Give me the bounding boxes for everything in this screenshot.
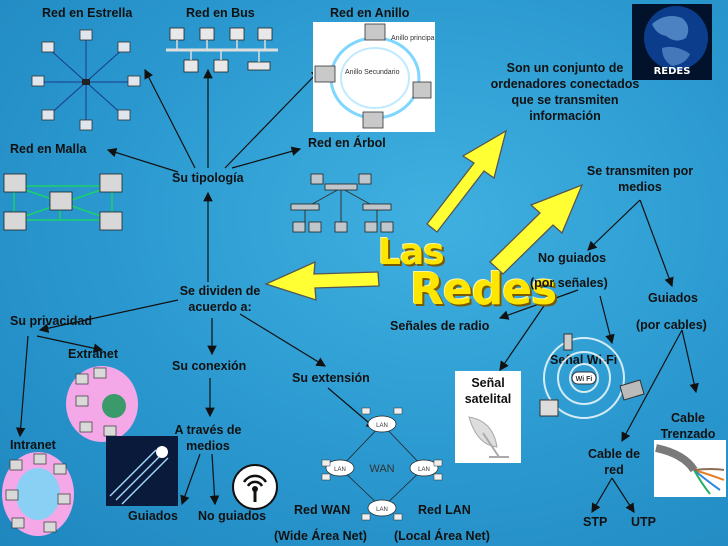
- tree-network-diagram: [290, 173, 394, 233]
- title-line2: Redes: [410, 264, 557, 315]
- wifi-illustration: Wi Fi: [539, 333, 645, 419]
- label-utp: UTP: [631, 515, 656, 529]
- label-guiados: Guiados: [648, 291, 699, 305]
- mesh-network-diagram: [3, 173, 123, 231]
- label-transmiten: Se transmiten por medios: [586, 164, 694, 194]
- label-bus: Red en Bus: [186, 6, 255, 20]
- label-a-traves-de-medios: A través de medios: [174, 423, 242, 453]
- twisted-cable-panel: [654, 440, 726, 497]
- arrow-to-transmiten: [489, 183, 584, 275]
- globe-icon: REDES: [632, 4, 712, 80]
- label-conexion-no-guiados: No guiados: [198, 509, 267, 523]
- label-satelital-1: Señal: [471, 376, 505, 390]
- label-wan-full: (Wide Área Net): [274, 529, 367, 543]
- label-conexion-guiados: Guiados: [128, 509, 179, 523]
- svg-text:Anillo Secundario: Anillo Secundario: [345, 69, 400, 76]
- label-lan-full: (Local Área Net): [394, 529, 490, 543]
- svg-text:Anillo principal: Anillo principal: [391, 35, 435, 42]
- ring-network-diagram: Anillo principal Anillo Secundario: [313, 22, 437, 132]
- label-red-wan: Red WAN: [294, 503, 351, 517]
- label-extranet: Extranet: [68, 347, 119, 361]
- label-tipologia: Su tipología: [172, 171, 244, 185]
- label-cable-red: Cable de red: [587, 447, 641, 477]
- label-dividen: Se dividen de acuerdo a:: [179, 284, 261, 314]
- svg-text:LAN: LAN: [418, 467, 430, 473]
- arrow-to-definition: [426, 129, 508, 233]
- bus-network-diagram: [166, 27, 278, 73]
- label-estrella: Red en Estrella: [42, 6, 133, 20]
- title-line1: Las: [378, 232, 445, 273]
- satellite-panel: Señal satelital: [455, 371, 521, 463]
- star-network-diagram: [31, 29, 141, 131]
- svg-text:Wi Fi: Wi Fi: [576, 376, 593, 383]
- svg-text:LAN: LAN: [376, 423, 388, 429]
- label-satelital-2: satelital: [464, 392, 512, 406]
- label-cable-trenzado: Cable Trenzado: [660, 411, 716, 441]
- label-anillo: Red en Anillo: [330, 6, 410, 20]
- label-por-cables: (por cables): [636, 318, 707, 332]
- label-senales-radio: Señales de radio: [390, 319, 490, 333]
- label-malla: Red en Malla: [10, 142, 87, 156]
- label-red-lan: Red LAN: [418, 503, 471, 517]
- label-conexion: Su conexión: [172, 359, 247, 373]
- label-wifi: Señal Wi-Fi: [550, 353, 618, 367]
- label-no-guiados: No guiados: [538, 251, 607, 265]
- label-privacidad: Su privacidad: [10, 314, 92, 328]
- label-por-senales: (por señales): [530, 276, 608, 290]
- wireless-icon: [232, 464, 278, 510]
- svg-text:LAN: LAN: [334, 467, 346, 473]
- intranet-illustration: [2, 452, 74, 536]
- label-stp: STP: [583, 515, 608, 529]
- arrow-to-dividen: [264, 260, 380, 301]
- extranet-illustration: [66, 366, 138, 442]
- fiber-cable-illustration: [106, 436, 178, 506]
- svg-text:WAN: WAN: [369, 463, 394, 475]
- label-extension: Su extensión: [292, 371, 370, 385]
- globe-label: REDES: [654, 66, 691, 77]
- svg-text:LAN: LAN: [376, 507, 388, 513]
- twisted-cable-icon: [655, 444, 725, 495]
- definition-text: Son un conjunto de ordenadores conectados…: [490, 61, 640, 123]
- label-intranet: Intranet: [10, 438, 56, 452]
- wan-lan-diagram: WAN LAN LAN LAN LAN: [321, 407, 443, 521]
- label-arbol: Red en Árbol: [308, 136, 386, 150]
- satellite-dish-icon: [468, 416, 509, 458]
